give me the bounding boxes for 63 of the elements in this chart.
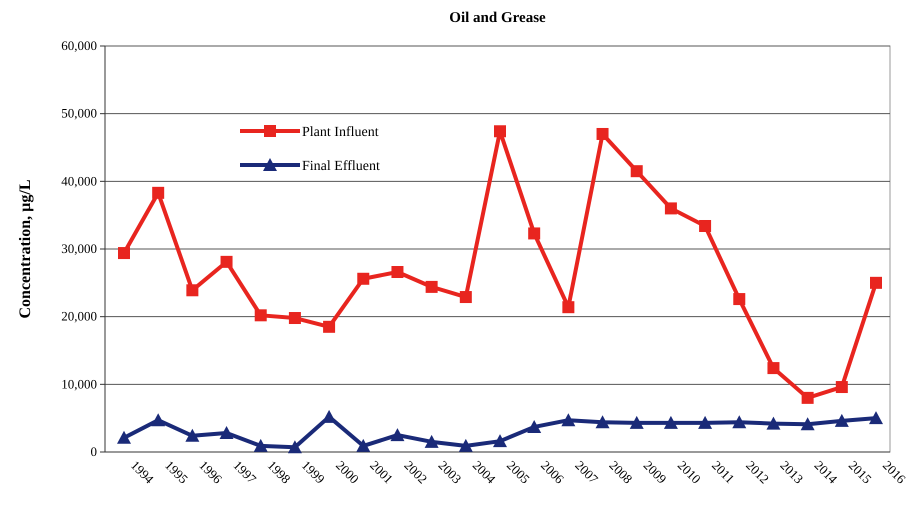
point <box>630 416 644 429</box>
point <box>869 411 883 424</box>
point <box>767 362 780 374</box>
y-tick-label: 40,000 <box>61 173 97 188</box>
point <box>664 416 678 429</box>
point <box>698 416 712 429</box>
x-tick-label: 1995 <box>162 458 192 487</box>
point <box>186 284 198 296</box>
point <box>254 438 268 452</box>
point <box>460 291 472 304</box>
chart-title: Oil and Grease <box>449 10 546 26</box>
point <box>117 430 131 444</box>
y-tick-label: 20,000 <box>61 308 97 324</box>
point <box>766 416 780 430</box>
point <box>562 301 574 314</box>
legend-label: Plant Influent <box>302 125 379 140</box>
point <box>630 165 643 178</box>
point <box>220 426 234 440</box>
point <box>254 309 267 322</box>
point <box>800 417 815 430</box>
point <box>527 420 542 433</box>
point <box>836 381 848 394</box>
point <box>870 276 882 289</box>
point <box>424 434 439 448</box>
point <box>733 293 746 306</box>
point <box>391 266 404 278</box>
y-tick-label: 50,000 <box>61 106 97 121</box>
point <box>118 247 130 260</box>
point <box>426 280 438 293</box>
x-tick-label: 2007 <box>572 458 602 487</box>
point <box>357 272 370 285</box>
point <box>390 428 404 442</box>
x-tick-label: 1997 <box>230 458 260 487</box>
point <box>596 128 609 140</box>
point <box>561 413 576 426</box>
point <box>664 202 677 214</box>
point <box>288 440 302 454</box>
x-tick-label: 1998 <box>264 458 294 487</box>
point <box>288 312 301 324</box>
y-tick-label: 0 <box>90 444 97 459</box>
x-tick-label: 1996 <box>196 458 226 487</box>
point <box>185 428 200 442</box>
point <box>152 186 164 199</box>
legend-label: Final Effluent <box>302 159 380 174</box>
point <box>494 125 506 138</box>
y-tick-label: 30,000 <box>61 241 97 256</box>
point <box>732 415 746 428</box>
y-tick-label: 10,000 <box>61 376 97 392</box>
x-tick-label: 1999 <box>298 458 328 487</box>
point <box>528 227 540 240</box>
point <box>356 438 370 452</box>
point <box>802 392 814 404</box>
y-axis-title: Concentration, µg/L <box>17 180 34 318</box>
point <box>323 320 336 333</box>
point <box>151 413 166 426</box>
point <box>834 414 849 427</box>
point <box>493 434 507 448</box>
point <box>458 438 473 452</box>
y-tick-label: 60,000 <box>61 38 97 53</box>
point <box>220 256 233 268</box>
point <box>596 415 610 428</box>
point <box>699 220 712 232</box>
x-tick-label: 1994 <box>128 458 158 487</box>
